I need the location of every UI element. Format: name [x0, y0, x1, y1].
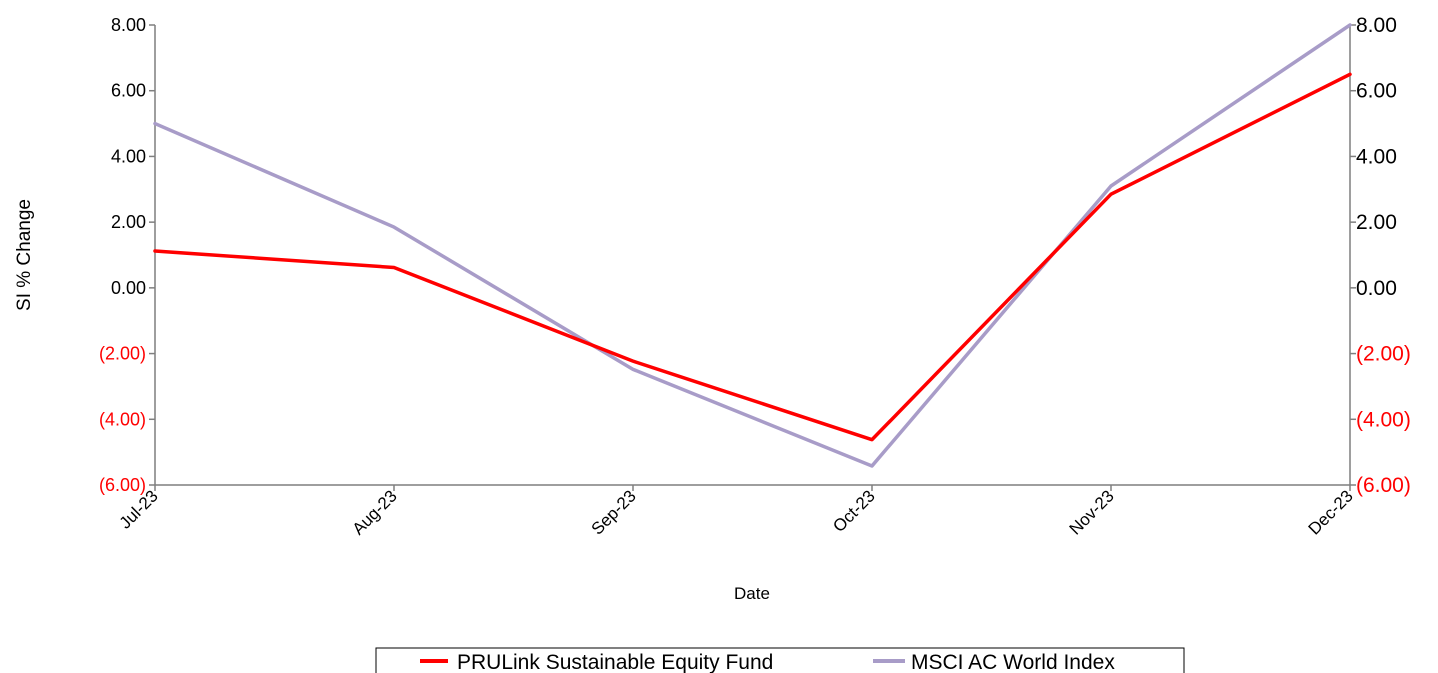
right-y-ticks: 8.00 6.00 4.00 2.00 0.00 (2.00) (4.00) (6.00) — [1350, 14, 1411, 497]
right-tick-label: 2.00 — [1356, 211, 1397, 234]
x-tick-label: Aug-23 — [349, 486, 401, 538]
left-tick-label: 6.00 — [111, 81, 146, 101]
left-tick-label: (4.00) — [99, 409, 146, 429]
x-tick-label: Sep-23 — [588, 486, 640, 538]
left-tick-label: 8.00 — [111, 15, 146, 35]
right-tick-label: 6.00 — [1356, 80, 1397, 103]
x-tick-label: Dec-23 — [1305, 486, 1357, 538]
series-lines — [153, 23, 1352, 468]
legend-label-prulink: PRULink Sustainable Equity Fund — [457, 651, 773, 673]
x-tick-label: Nov-23 — [1066, 486, 1118, 538]
left-tick-label: 4.00 — [111, 146, 146, 166]
legend-box — [375, 647, 1185, 673]
x-tick-label: Oct-23 — [829, 486, 879, 536]
y-axis-label: SI % Change — [14, 199, 35, 311]
x-axis-label: Date — [734, 584, 770, 603]
right-tick-label: 0.00 — [1356, 277, 1397, 300]
left-tick-label: (2.00) — [99, 344, 146, 364]
left-y-ticks: 8.00 6.00 4.00 2.00 0.00 (2.00) (4.00) (6.00) — [99, 15, 155, 495]
x-ticks: Jul-23 Aug-23 Sep-23 Oct-23 Nov-23 Dec-23 — [116, 485, 1357, 539]
legend: PRULink Sustainable Equity Fund MSCI AC … — [375, 647, 1185, 673]
left-tick-label: (6.00) — [99, 475, 146, 495]
right-tick-label: (4.00) — [1356, 408, 1411, 431]
left-tick-label: 2.00 — [111, 212, 146, 232]
right-tick-label: 4.00 — [1356, 145, 1397, 168]
legend-label-msci: MSCI AC World Index — [911, 651, 1115, 673]
right-tick-label: 8.00 — [1356, 14, 1397, 37]
left-tick-label: 0.00 — [111, 278, 146, 298]
series-line-msci — [153, 23, 1352, 468]
axes — [154, 25, 1351, 486]
right-tick-label: (6.00) — [1356, 474, 1411, 497]
right-tick-label: (2.00) — [1356, 343, 1411, 366]
series-line-prulink — [153, 72, 1352, 442]
